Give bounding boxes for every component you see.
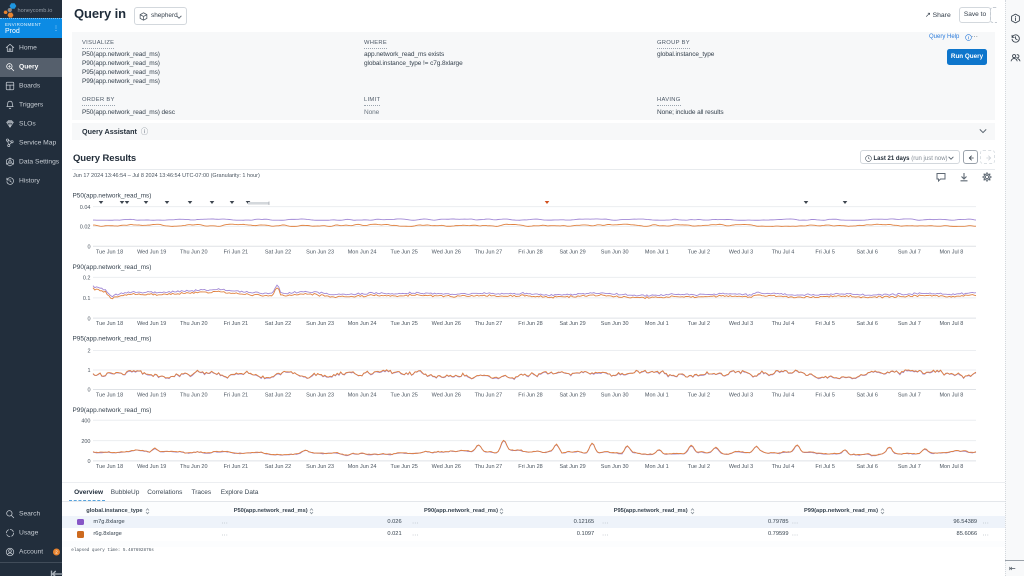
svg-text:honeycomb.io: honeycomb.io — [18, 8, 53, 14]
